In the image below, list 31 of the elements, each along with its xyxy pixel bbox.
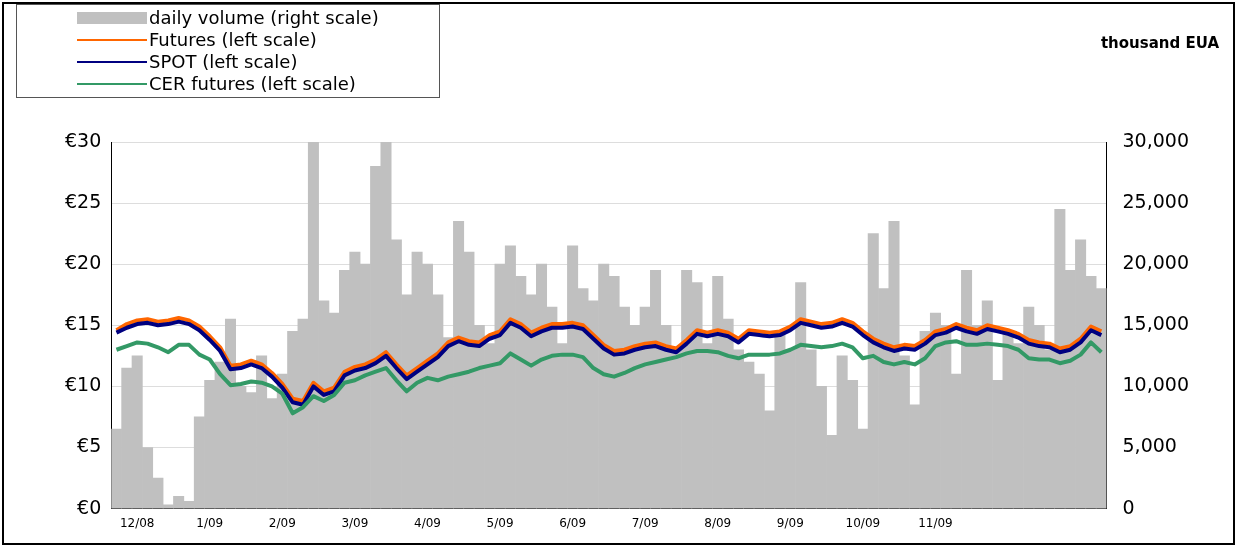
x-tick-label: 6/09	[559, 515, 587, 530]
x-tick-label: 1/09	[196, 515, 224, 530]
x-tick-label: 2/09	[268, 515, 296, 530]
y-tick-label: €25	[65, 190, 102, 213]
y2-tick-label: 5,000	[1122, 434, 1177, 457]
y-tick-label: €15	[65, 312, 102, 335]
y2-tick-label: 30,000	[1122, 128, 1189, 151]
x-tick-label: 12/08	[119, 515, 155, 530]
y2-tick-label: 15,000	[1122, 312, 1189, 335]
x-tick-label: 5/09	[486, 515, 514, 530]
y2-tick-label: 25,000	[1122, 190, 1189, 213]
legend-label: SPOT (left scale)	[149, 51, 298, 73]
text: thousand EUA	[1100, 34, 1219, 52]
y-tick-label: €5	[77, 434, 102, 457]
y2-tick-label: 20,000	[1122, 251, 1189, 274]
x-tick-label: 4/09	[413, 515, 441, 530]
legend-label: Futures (left scale)	[149, 29, 317, 51]
x-tick-label: 7/09	[631, 515, 659, 530]
x-tick-label: 3/09	[341, 515, 369, 530]
y-tick-label: €30	[65, 128, 102, 151]
y-tick-label: €20	[65, 251, 102, 274]
y2-tick-label: 0	[1122, 495, 1135, 518]
x-tick-label: 8/09	[704, 515, 732, 530]
y2-tick-label: 10,000	[1122, 373, 1189, 396]
legend-label: CER futures (left scale)	[149, 73, 356, 95]
y-tick-label: €10	[65, 373, 102, 396]
legend-label: daily volume (right scale)	[149, 7, 379, 29]
x-tick-label: 10/09	[845, 515, 881, 530]
y-tick-label: €0	[77, 495, 102, 518]
x-tick-label: 11/09	[918, 515, 953, 530]
x-tick-label: 9/09	[776, 515, 804, 530]
